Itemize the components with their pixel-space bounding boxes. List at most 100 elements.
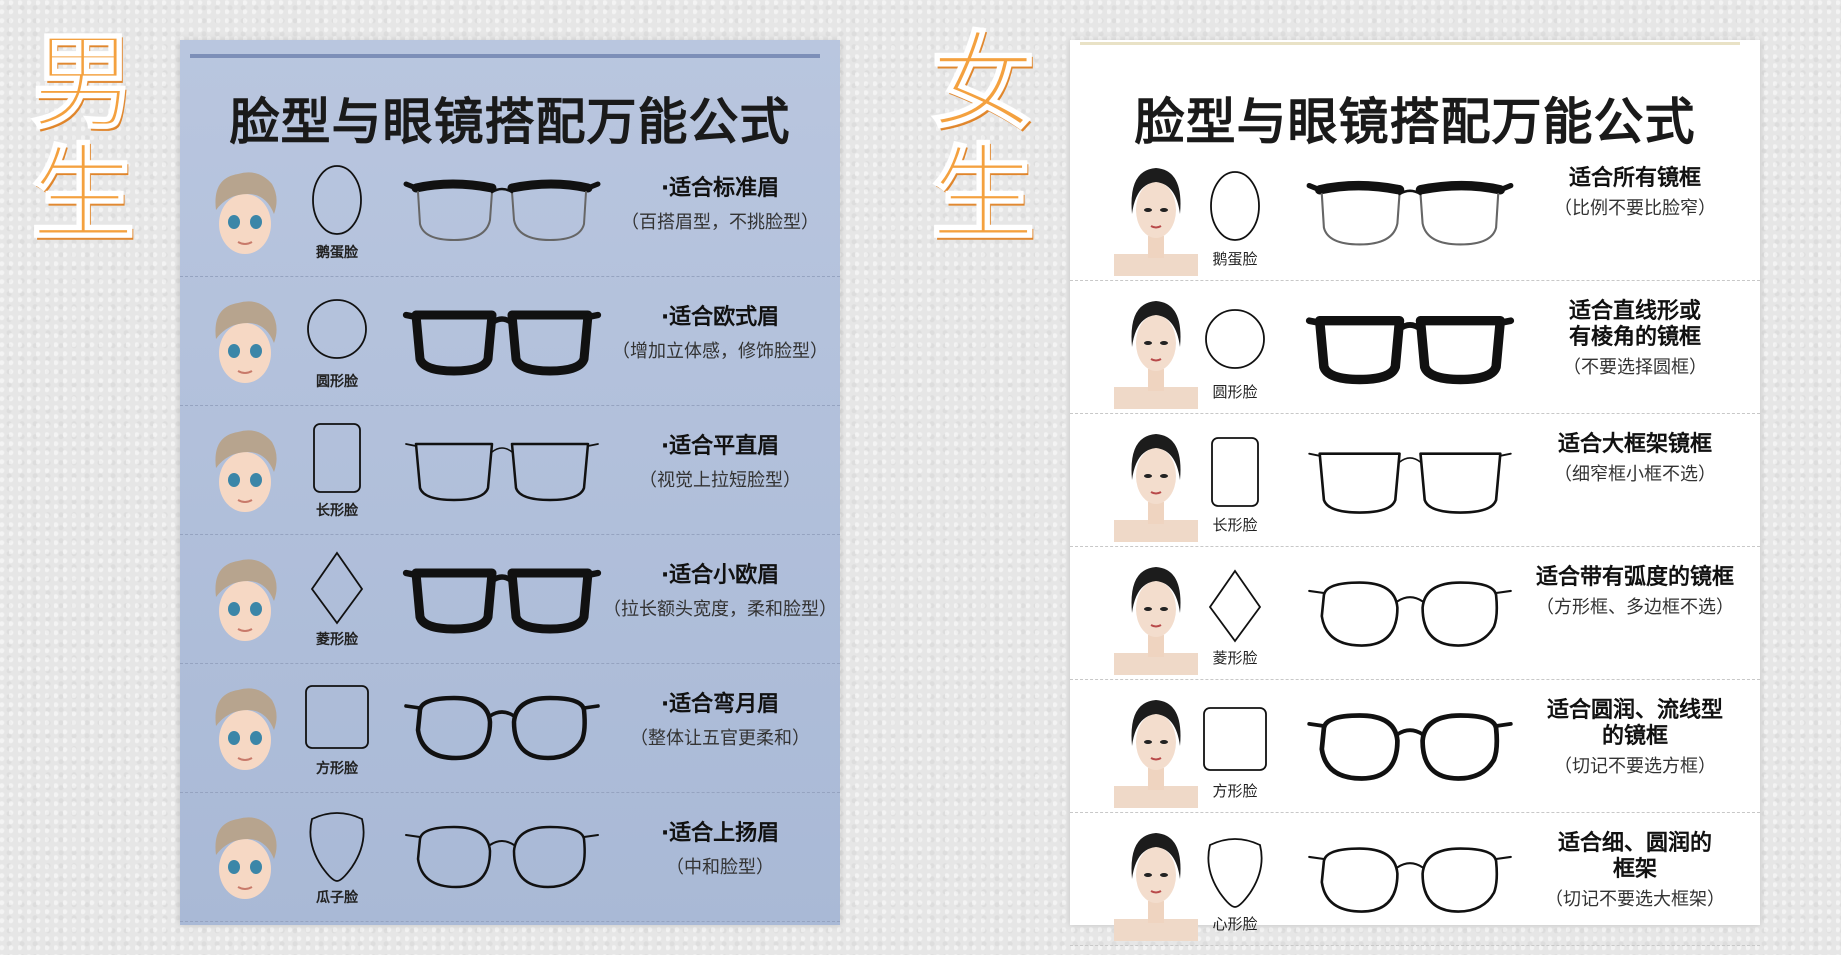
glasses-frame-stroke [510,442,590,502]
recommendation-note: （拉长额头宽度，柔和脸型） [603,599,837,620]
avatar-shoulders [1114,520,1198,542]
avatar-face [1136,581,1176,637]
glasses-frame-stroke [1395,728,1425,737]
glasses-image [1305,702,1515,792]
avatar-face [219,839,271,899]
female-avatar-icon [1114,434,1198,542]
glasses-frame-stroke [1396,322,1424,332]
glasses-frame-stroke [1396,862,1424,869]
recommendation-title: ·适合小欧眉 [660,563,780,588]
female-row: 长形脸 适合大框架镜框 （细窄框小框不选） [1070,414,1760,547]
male-row: 菱形脸 ·适合小欧眉 （拉长额头宽度，柔和脸型） [180,535,840,664]
glasses-frame-stroke [511,695,587,761]
glasses-frame-stroke [1419,452,1502,514]
avatar-mouth [1150,624,1162,628]
face-shape-label: 长形脸 [1212,516,1258,534]
glasses-frame-stroke [489,840,515,846]
face-shape-outline [307,299,367,359]
avatar-eye [228,344,240,358]
avatar-eye [250,215,262,229]
recommendation: ·适合平直眉 （视觉上拉短脸型） [600,434,840,492]
glasses-frame-stroke [1319,713,1400,781]
avatar-neck [1148,236,1164,258]
glasses-frame-stroke [405,834,421,838]
glasses-frame-stroke [415,695,493,761]
avatar [208,164,282,260]
avatar-eye [228,473,240,487]
glasses-frame-stroke [587,443,599,447]
glasses-frame-stroke [1415,180,1506,195]
avatar-face [219,710,271,770]
glasses-image [402,170,602,254]
avatar-hair [215,817,277,859]
male-side-label: 男 生 [18,25,148,251]
avatar-mouth [237,628,253,632]
avatar-shoulders [1114,387,1198,409]
eyeglasses-icon [402,568,602,634]
avatar-mouth [237,499,253,503]
avatar-eye [1144,873,1152,877]
female-row: 心形脸 适合细、圆润的 框架 （切记不要选大框架） [1070,813,1760,946]
male-row: 圆形脸 ·适合欧式眉 （增加立体感，修饰脸型） [180,277,840,406]
male-row: 方形脸 ·适合弯月眉 （整体让五官更柔和） [180,664,840,793]
avatar-face [1136,182,1176,238]
recommendation-note: （切记不要选大框架） [1545,889,1725,910]
avatar-mouth [237,757,253,761]
avatar-eye [1160,873,1168,877]
glasses-frame-stroke [1320,581,1399,647]
avatar-face [1136,847,1176,903]
avatar-face [219,581,271,641]
poster-top-bar [1080,42,1740,45]
avatar-eye [1160,208,1168,212]
recommendation: 适合圆润、流线型 的镜框 （切记不要选方框） [1510,698,1760,778]
avatar [1110,158,1202,276]
avatar-neck [1148,635,1164,657]
glasses-frame-stroke [1396,596,1424,603]
glasses-frame-stroke [584,569,602,579]
face-shape-label: 心形脸 [1212,915,1258,933]
avatar-eye [250,860,262,874]
avatar-eye [228,731,240,745]
face-shape: 长形脸 [1200,434,1270,534]
face-shape-outline [1203,707,1267,771]
avatar-face [219,323,271,383]
face-shape-label: 圆形脸 [1212,383,1258,401]
avatar-eye [250,602,262,616]
avatar-face [1136,315,1176,371]
avatar [1110,424,1202,542]
glasses-image [402,557,602,641]
glasses-image [1305,835,1515,925]
glasses-frame-stroke [489,316,515,326]
glasses-frame-stroke [584,311,602,321]
avatar-eye [1144,740,1152,744]
avatar-eye [1160,607,1168,611]
female-rows: 鹅蛋脸 适合所有镜框 （比例不要比脸窄） 圆形脸 适合直线形或 有棱角的镜框 （不要选择圆框… [1070,148,1760,946]
glasses-image [1305,170,1515,260]
glasses-frame-stroke [414,442,494,502]
recommendation-note: （方形框、多边框不选） [1536,597,1734,618]
eyeglasses-icon [403,179,601,241]
face-shape: 长形脸 [302,420,372,520]
square-face-shape-icon [305,685,369,749]
eyeglasses-icon [1308,452,1512,514]
glasses-frame-stroke [1306,182,1323,193]
glasses-frame-stroke [411,568,497,634]
avatar [208,293,282,389]
recommendation-title: 适合所有镜框 [1568,166,1701,191]
avatar-hair [215,172,277,214]
eyeglasses-icon [404,695,600,761]
face-shape: 圆形脸 [1200,301,1270,401]
circle-face-shape-icon [1205,309,1265,369]
female-row: 方形脸 适合圆润、流线型 的镜框 （切记不要选方框） [1070,680,1760,813]
face-shape-label: 鹅蛋脸 [1212,250,1258,268]
avatar [1110,557,1202,675]
glasses-frame-stroke [1398,189,1422,196]
avatar-face [1136,448,1176,504]
recommendation: ·适合弯月眉 （整体让五官更柔和） [600,692,840,750]
glasses-frame-stroke [1421,847,1499,913]
male-cartoon-avatar-icon [215,688,277,770]
recommendation-title: ·适合标准眉 [660,176,780,201]
avatar [208,809,282,905]
eyeglasses-icon [1308,581,1512,647]
recommendation: ·适合欧式眉 （增加立体感，修饰脸型） [600,305,840,363]
